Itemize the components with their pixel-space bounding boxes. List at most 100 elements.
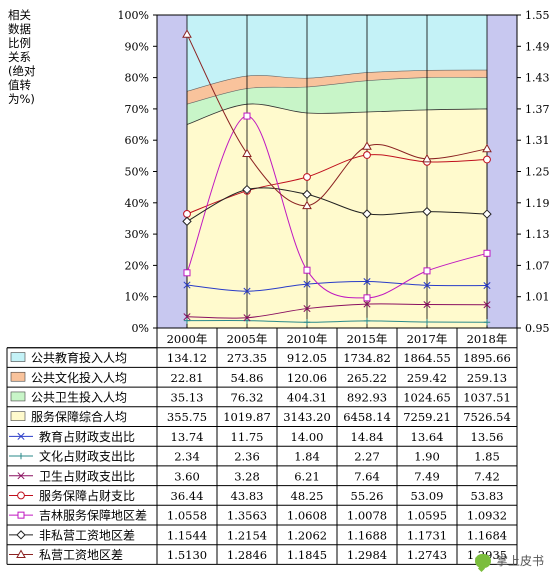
table-cell-value: 1.2743	[407, 548, 447, 562]
series-line	[186, 303, 488, 319]
table-cell-value: 3.28	[234, 469, 260, 483]
table-cell-value: 53.83	[471, 489, 504, 503]
series-point	[243, 314, 251, 322]
right-tick-label: 1.13	[525, 228, 550, 241]
table-cell-value: 1.2846	[227, 548, 267, 562]
right-tick-label: 1.25	[525, 166, 550, 179]
series-point	[363, 151, 371, 159]
table-cell-value: 1.1688	[347, 528, 387, 542]
table-cell-value: 1895.66	[463, 351, 511, 365]
legend-marker	[17, 511, 25, 519]
y-axis-title-line: (绝对	[8, 64, 36, 78]
x-tick-label: 2017年	[407, 332, 448, 346]
table-cell-value: 1037.51	[463, 390, 511, 404]
watermark-text: 掌上皮书	[495, 554, 544, 568]
right-tick-label: 1.07	[525, 259, 550, 272]
table-cell-value: 3.60	[174, 469, 200, 483]
series-point	[182, 29, 192, 38]
table-cell-value: 273.35	[227, 351, 267, 365]
table-cell-value: 48.25	[291, 489, 324, 503]
table-cell-value: 355.75	[167, 410, 207, 424]
series-point	[362, 141, 372, 150]
table-cell-value: 1.1731	[407, 528, 447, 542]
legend-marker	[17, 432, 25, 440]
left-tick-label: 0%	[132, 322, 149, 335]
legend-label: 卫生占财政支出比	[39, 468, 135, 483]
table-cell-value: 1864.55	[403, 351, 451, 365]
table-cell-value: 1.1684	[467, 528, 507, 542]
table-cell-value: 36.44	[171, 489, 204, 503]
table-cell-value: 1.2062	[287, 528, 327, 542]
series-point	[183, 317, 191, 324]
series-point	[302, 200, 312, 210]
table-cell-value: 259.42	[407, 371, 447, 385]
legend-swatch	[10, 391, 26, 402]
left-tick-label: 30%	[125, 228, 149, 241]
series-point	[422, 206, 432, 217]
table-cell-value: 1.5130	[167, 548, 207, 562]
series-point	[183, 313, 191, 321]
table-cell-value: 2.34	[174, 450, 200, 464]
legend-swatch	[10, 352, 26, 362]
left-tick-label: 20%	[125, 259, 149, 272]
series-point	[243, 287, 251, 295]
legend-marker	[16, 530, 26, 540]
legend-marker	[16, 549, 26, 559]
legend-marker	[17, 491, 25, 500]
left-tick-label: 80%	[125, 72, 149, 85]
y-axis-title-line: 为%)	[8, 92, 35, 106]
left-tick-label: 100%	[118, 9, 149, 22]
series-point	[423, 281, 431, 289]
series-point	[423, 318, 431, 326]
table-cell-value: 7.49	[414, 469, 440, 483]
series-point	[183, 210, 191, 218]
table-cell-value: 1.2984	[347, 548, 387, 562]
table-cell-value: 1024.65	[403, 390, 451, 404]
table-cell-value: 1734.82	[343, 351, 391, 365]
table-cell-value: 1.0558	[167, 509, 207, 523]
series-point	[363, 300, 371, 308]
table-cell-value: 53.09	[411, 489, 444, 503]
series-point	[183, 281, 191, 289]
table-cell-value: 1.90	[414, 450, 440, 464]
series-point	[302, 189, 312, 200]
legend-swatch	[10, 371, 26, 382]
series-point	[483, 282, 491, 290]
series-point	[423, 301, 431, 309]
x-tick-label: 2015年	[347, 332, 388, 346]
table-cell-value: 7259.21	[403, 410, 451, 424]
table-cell-value: 134.12	[167, 351, 207, 365]
legend-label: 吉林服务保障地区差	[39, 508, 147, 523]
legend-label: 非私营工资地区差	[39, 528, 135, 542]
table-cell-value: 13.64	[411, 430, 444, 444]
series-point	[482, 209, 492, 219]
left-tick-label: 60%	[125, 134, 149, 147]
series-point	[483, 319, 491, 326]
table-cell-value: 14.00	[291, 430, 324, 444]
legend-swatch	[10, 411, 26, 421]
table-cell-value: 6.21	[294, 469, 320, 483]
table-cell-value: 1019.87	[223, 410, 271, 424]
y-axis-title-line: 比例	[8, 36, 31, 50]
legend-label: 文化占财政支出比	[39, 449, 135, 464]
right-tick-label: 1.55	[525, 9, 550, 22]
series-point	[362, 209, 372, 219]
left-band	[157, 15, 187, 328]
chat-bubble-icon	[474, 553, 491, 568]
table-cell-value: 13.74	[171, 430, 204, 444]
table-cell-value: 1.3563	[227, 509, 267, 523]
series-point	[483, 155, 491, 164]
right-tick-label: 1.31	[525, 134, 550, 147]
y-axis-title: 相关 数据 比例 关系 (绝对 值转 为%)	[8, 8, 48, 106]
table-cell-value: 2.27	[354, 450, 380, 464]
legend-label: 服务保障占财支比	[39, 488, 135, 503]
left-tick-label: 90%	[125, 40, 149, 53]
table-cell-value: 892.93	[347, 390, 387, 404]
table-cell-value: 265.22	[347, 371, 387, 385]
x-tick-label: 2000年	[167, 332, 208, 346]
table-cell-value: 1.0595	[407, 509, 447, 523]
right-tick-label: 1.49	[525, 40, 550, 53]
right-tick-label: 1.01	[525, 291, 550, 304]
series-point	[303, 173, 311, 181]
